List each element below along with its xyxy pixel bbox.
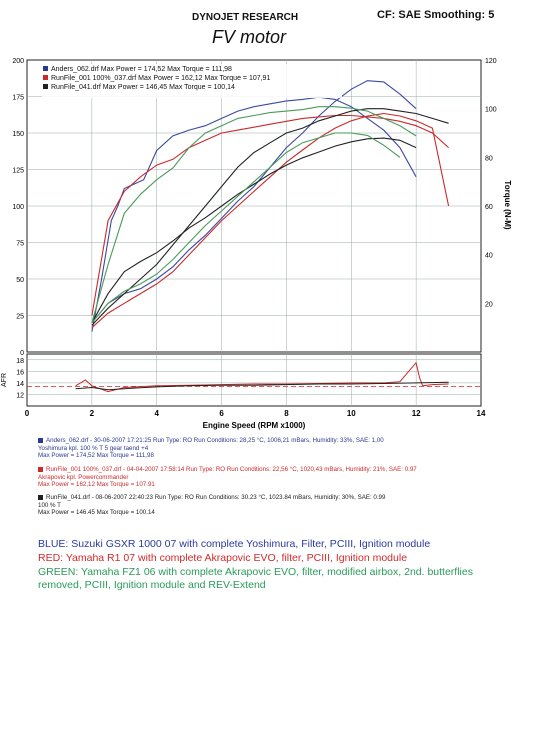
legend-entry: RunFile_041.drf Max Power = 146,45 Max T… — [51, 84, 235, 91]
run-info-line: 100 % T — [38, 501, 61, 509]
run-info-line: Max Power = 146.45 Max Torque = 100.14 — [38, 509, 155, 517]
afr-series-line-1 — [75, 381, 449, 391]
x-tick-label: 2 — [90, 409, 95, 418]
series-line-torque-5 — [91, 108, 449, 326]
description-line: GREEN: Yamaha FZ1 06 with complete Akrap… — [38, 566, 473, 591]
run-color-swatch — [38, 494, 43, 500]
series-line-power-2 — [91, 114, 449, 316]
run-info-line: Akrapovic kpl. Powercommander — [38, 473, 129, 481]
run-info-line: Max Power = 174,52 Max Torque = 111,98 — [38, 452, 154, 460]
run-info-line: Max Power = 162,12 Max Torque = 107.91 — [38, 481, 155, 489]
x-tick-label: 0 — [25, 409, 30, 418]
cf-smoothing-label: CF: SAE Smoothing: 5 — [377, 9, 495, 21]
afr-axis-label: AFR — [1, 373, 8, 387]
series-line-torque-7 — [91, 132, 401, 324]
run-info-line: RunFile_041.drf - 08-06-2007 22:40:23 Ru… — [38, 494, 385, 502]
afr-plot-frame — [26, 353, 482, 407]
afr-tick-label: 12 — [16, 392, 24, 399]
x-tick-label: 14 — [477, 409, 486, 418]
power-tick-label: 200 — [12, 58, 24, 65]
torque-tick-label: 80 — [485, 155, 493, 162]
power-tick-label: 150 — [12, 131, 24, 138]
power-tick-label: 50 — [16, 277, 24, 284]
series-line-torque-3 — [91, 112, 450, 329]
run-info-entry: RunFile_001 100%_037.drf - 04-04-2007 17… — [38, 466, 417, 489]
afr-tick-label: 18 — [16, 358, 24, 365]
x-tick-label: 10 — [347, 409, 356, 418]
power-tick-label: 0 — [20, 350, 24, 357]
run-info-line: Anders_062.drf - 30-06-2007 17:21:25 Run… — [38, 437, 384, 445]
afr-series-line-0 — [75, 361, 449, 393]
run-color-swatch — [38, 466, 43, 472]
x-tick-label: 4 — [154, 409, 159, 418]
run-info-entry: RunFile_041.drf - 08-06-2007 22:40:23 Ru… — [38, 494, 385, 517]
legend-entry: RunFile_001 100%_037.drf Max Power = 162… — [51, 75, 270, 82]
y-axis-label-right: Torque (N-M) — [503, 180, 512, 230]
power-tick-label: 125 — [12, 168, 24, 175]
run-color-swatch — [38, 437, 43, 443]
torque-tick-label: 60 — [485, 204, 493, 211]
x-axis-label: Engine Speed (RPM x1000) — [203, 421, 306, 430]
torque-tick-label: 40 — [485, 253, 493, 260]
power-tick-label: 25 — [16, 314, 24, 321]
series-line-power-4 — [91, 137, 417, 324]
x-tick-label: 12 — [412, 409, 421, 418]
run-info-line: RunFile_001 100%_037.drf - 04-04-2007 17… — [38, 466, 417, 474]
legend-entry: Anders_062.drf Max Power = 174,52 Max To… — [51, 66, 232, 73]
power-tick-label: 175 — [12, 95, 24, 102]
dyno-chart: 0 2 4 6 8 10 12 14 0 25 50 75 100 125 150 175 200 20 40 60 8… — [1, 58, 512, 430]
run-info-line: Yoshimura kpl. 100 % T 5 gear taend +4 — [38, 444, 149, 452]
legend-swatch — [43, 66, 48, 71]
chart-title: FV motor — [212, 27, 287, 47]
run-info-entry: Anders_062.drf - 30-06-2007 17:21:25 Run… — [38, 437, 384, 460]
power-tick-label: 75 — [16, 241, 24, 248]
power-tick-label: 100 — [12, 204, 24, 211]
description-line: BLUE: Suzuki GSXR 1000 07 with complete … — [38, 538, 431, 550]
x-tick-label: 6 — [219, 409, 224, 418]
description-line: RED: Yamaha R1 07 with complete Akrapovi… — [38, 552, 408, 564]
x-tick-label: 8 — [284, 409, 289, 418]
torque-tick-label: 100 — [485, 107, 497, 114]
torque-tick-label: 20 — [485, 301, 493, 308]
legend-box — [42, 64, 342, 98]
legend-swatch — [43, 75, 48, 80]
afr-tick-label: 14 — [16, 381, 24, 388]
report-header-title: DYNOJET RESEARCH — [192, 12, 299, 23]
legend-swatch — [43, 84, 48, 89]
afr-tick-label: 16 — [16, 369, 24, 376]
series-line-power-6 — [91, 106, 417, 323]
torque-tick-label: 120 — [485, 58, 497, 65]
series-line-torque-1 — [91, 80, 417, 324]
